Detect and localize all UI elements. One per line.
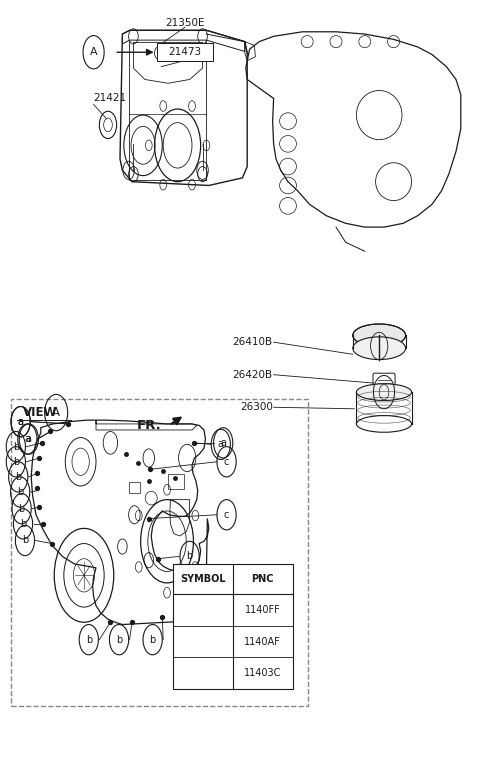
Text: 21350E: 21350E (165, 17, 204, 28)
Text: c: c (224, 509, 229, 520)
Text: a: a (200, 606, 205, 615)
Text: A: A (90, 47, 97, 58)
Text: 26300: 26300 (240, 402, 273, 413)
Ellipse shape (353, 337, 406, 360)
Text: 11403C: 11403C (244, 668, 281, 678)
Text: b: b (20, 519, 26, 529)
Text: SYMBOL: SYMBOL (180, 574, 226, 584)
Text: a: a (24, 434, 30, 444)
Text: b: b (116, 634, 122, 645)
Text: A: A (52, 406, 60, 419)
Text: VIEW: VIEW (23, 406, 58, 419)
Text: a: a (218, 439, 224, 450)
Text: b: b (15, 472, 22, 482)
Text: c: c (224, 456, 229, 467)
Text: PNC: PNC (252, 574, 274, 584)
Text: b: b (186, 551, 193, 562)
Text: 26410B: 26410B (232, 337, 273, 347)
FancyBboxPatch shape (157, 43, 213, 61)
Text: b: b (12, 456, 19, 467)
Text: 21473: 21473 (168, 47, 202, 58)
Text: b: b (18, 503, 25, 514)
Text: FR.: FR. (137, 419, 162, 432)
FancyBboxPatch shape (173, 564, 293, 689)
Text: a: a (18, 416, 24, 427)
Text: 1140FF: 1140FF (245, 605, 281, 615)
Text: b: b (12, 441, 19, 452)
Text: 26420B: 26420B (232, 369, 273, 380)
Text: 1140AF: 1140AF (244, 637, 281, 646)
Text: c: c (200, 668, 205, 678)
Text: b: b (149, 634, 156, 645)
Text: b: b (17, 487, 24, 497)
Text: b: b (85, 634, 92, 645)
Ellipse shape (356, 384, 412, 400)
Text: a: a (26, 434, 32, 444)
Text: b: b (200, 637, 205, 646)
Text: a: a (18, 416, 24, 427)
Text: b: b (22, 535, 28, 546)
Text: a: a (220, 438, 226, 448)
Ellipse shape (353, 324, 406, 347)
Text: 21421: 21421 (94, 93, 127, 104)
